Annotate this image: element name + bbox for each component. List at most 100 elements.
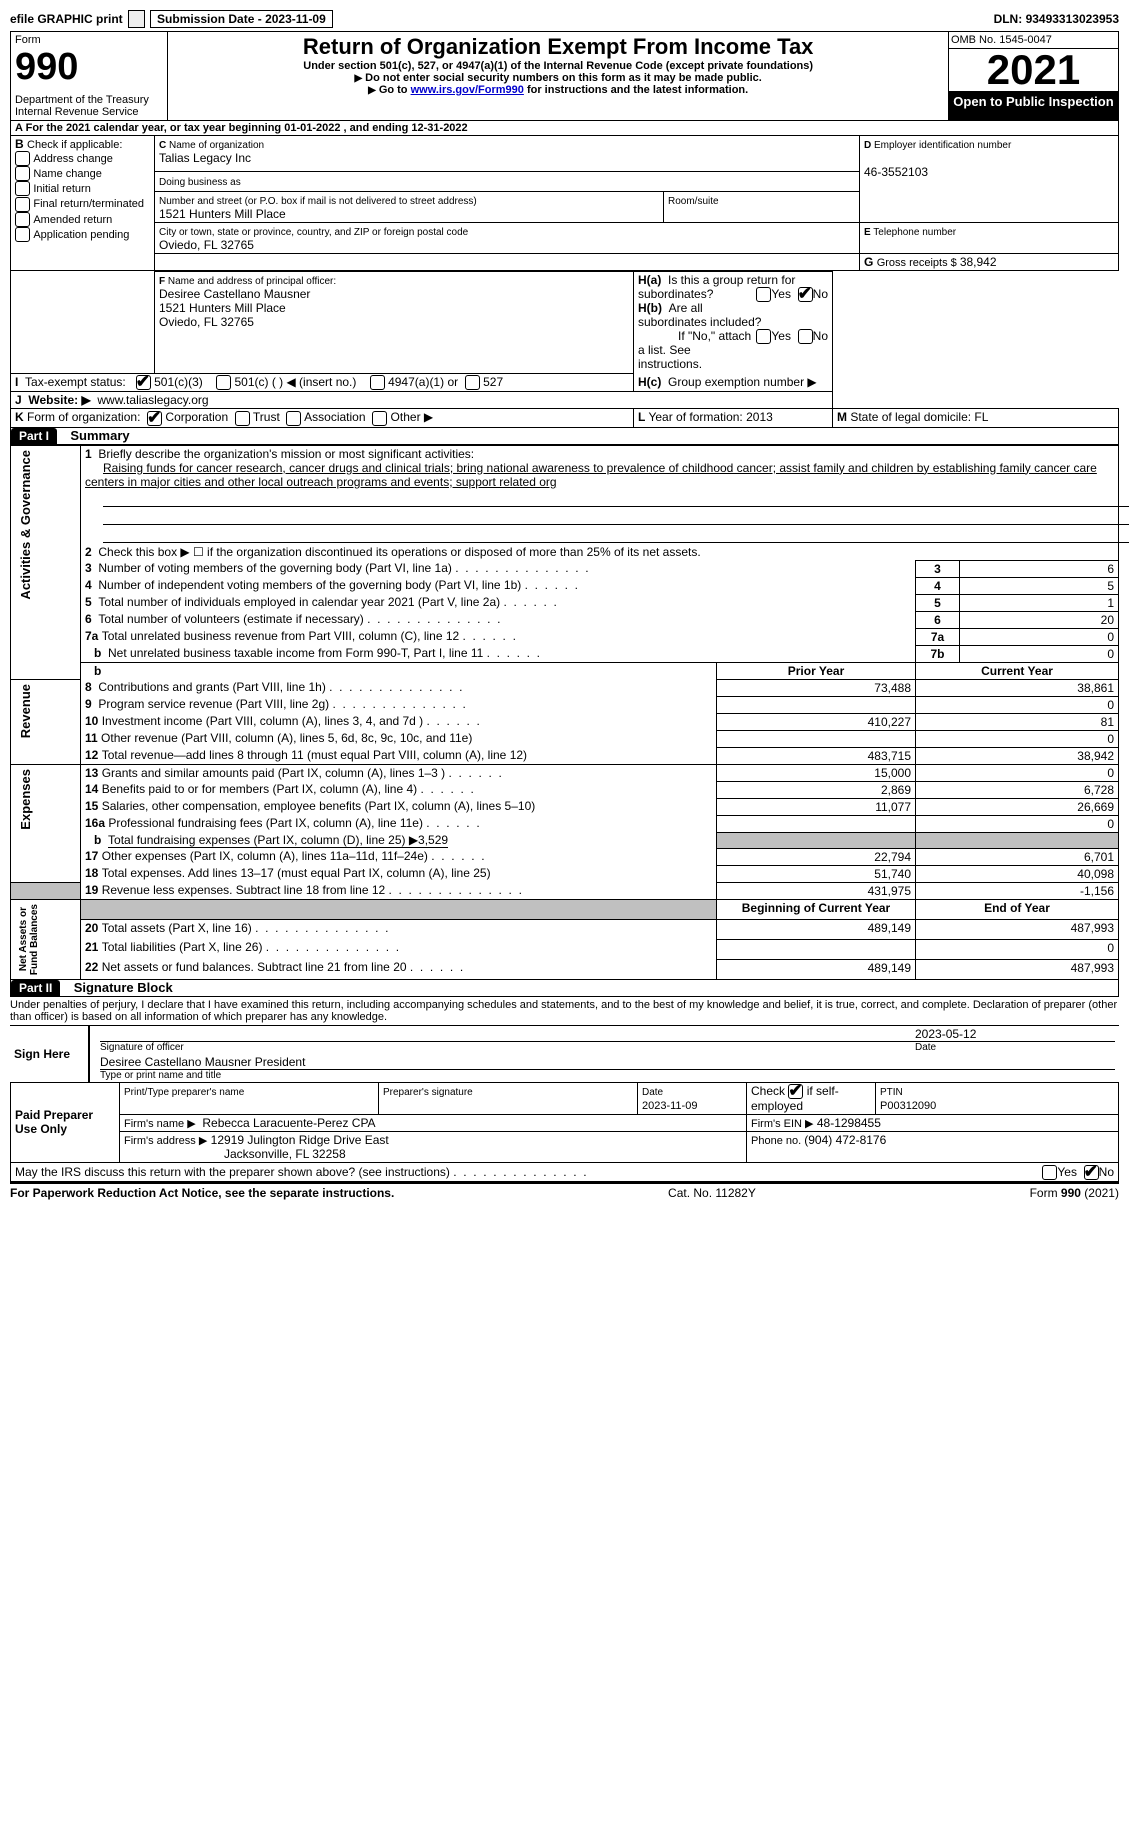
checkbox-other[interactable]: [372, 411, 387, 426]
m-text: State of legal domicile:: [850, 410, 974, 424]
checkbox-final[interactable]: [15, 197, 30, 212]
opt-4947: 4947(a)(1) or: [388, 375, 458, 389]
dept-treasury: Department of the Treasury Internal Reve…: [11, 92, 168, 121]
form-number: 990: [15, 46, 78, 88]
label-hb: H(b): [638, 301, 662, 315]
a-mid: , and ending: [341, 122, 412, 134]
dln: DLN: 93493313023953: [994, 12, 1119, 26]
checkbox-pending[interactable]: [15, 227, 30, 242]
k-text: Form of organization:: [27, 410, 140, 424]
checkbox-assoc[interactable]: [286, 411, 301, 426]
j-text: Website: ▶: [28, 393, 90, 407]
prep-name-label: Print/Type preparer's name: [124, 1087, 244, 1098]
cat-no: Cat. No. 11282Y: [668, 1186, 756, 1200]
receipts-label: Gross receipts $: [877, 257, 960, 269]
instr-goto-post: for instructions and the latest informat…: [524, 84, 748, 96]
checkbox-discuss-yes[interactable]: [1042, 1165, 1057, 1180]
checkbox-name-change[interactable]: [15, 166, 30, 181]
city-label: City or town, state or province, country…: [159, 227, 468, 238]
instr-nossn: Do not enter social security numbers on …: [365, 72, 762, 84]
checkbox-hb-yes[interactable]: [756, 329, 771, 344]
side-revenue: Revenue: [15, 681, 36, 741]
signature-table: Sign Here 2023-05-12 Signature of office…: [10, 1026, 1119, 1082]
mission-text: Raising funds for cancer research, cance…: [85, 461, 1097, 489]
checkbox-501c3[interactable]: [136, 375, 151, 390]
part-i-header: Part I Summary: [10, 428, 1119, 445]
sig-date-label: Date: [915, 1042, 1115, 1053]
submission-date: 2023-11-09: [265, 12, 326, 26]
firm-ein: 48-1298455: [817, 1116, 881, 1130]
firm-addr1: 12919 Julington Ridge Drive East: [211, 1133, 389, 1147]
checkbox-amended[interactable]: [15, 212, 30, 227]
opt-initial: Initial return: [33, 183, 90, 195]
firm-ein-label: Firm's EIN ▶: [751, 1118, 814, 1130]
room-label: Room/suite: [668, 196, 719, 207]
a-begin: 01-01-2022: [284, 122, 340, 134]
l-text: Year of formation:: [648, 410, 746, 424]
checkbox-trust[interactable]: [235, 411, 250, 426]
yes-label: Yes: [771, 287, 791, 301]
part-i-table: Activities & Governance 1 Briefly descri…: [10, 445, 1119, 980]
submission-label: Submission Date -: [157, 12, 265, 26]
officer-label: Name and address of principal officer:: [168, 276, 336, 287]
ag-row: 6 Total number of volunteers (estimate i…: [11, 611, 1119, 628]
self-emp: Check if self-employed: [751, 1084, 839, 1113]
line2-text: Check this box ▶ ☐ if the organization d…: [98, 545, 700, 559]
checkbox-hb-no[interactable]: [798, 329, 813, 344]
firm-phone: (904) 472-8176: [804, 1133, 886, 1147]
sign-here: Sign Here: [10, 1026, 89, 1082]
type-name-label: Type or print name and title: [100, 1070, 1115, 1081]
checkbox-ha-no[interactable]: [798, 287, 813, 302]
label-ha: H(a): [638, 273, 661, 287]
checkbox-527[interactable]: [465, 375, 480, 390]
ag-row: 4 Number of independent voting members o…: [11, 577, 1119, 594]
ptin-label: PTIN: [880, 1087, 903, 1098]
officer-name: Desiree Castellano Mausner: [159, 287, 310, 301]
irs-link[interactable]: www.irs.gov/Form990: [411, 84, 524, 96]
end-year-hdr: End of Year: [916, 899, 1119, 919]
c-name-label: Name of organization: [169, 140, 264, 151]
efile-label: efile GRAPHIC print: [10, 12, 123, 26]
opt-name: Name change: [33, 168, 102, 180]
no-label2: No: [813, 329, 828, 343]
paid-preparer-label: Paid Preparer Use Only: [11, 1082, 120, 1162]
graphic-print-button[interactable]: [128, 10, 145, 28]
checkbox-discuss-no[interactable]: [1084, 1165, 1099, 1180]
firm-phone-label: Phone no.: [751, 1135, 804, 1147]
a-end: 12-31-2022: [411, 122, 467, 134]
label-a: A: [15, 122, 23, 134]
b-check-label: Check if applicable:: [27, 139, 122, 151]
officer-block: F Name and address of principal officer:…: [10, 271, 1119, 428]
phone-label: Telephone number: [873, 227, 956, 238]
dln-value: 93493313023953: [1026, 12, 1119, 26]
checkbox-4947[interactable]: [370, 375, 385, 390]
opt-address: Address change: [33, 153, 113, 165]
checkbox-501c[interactable]: [216, 375, 231, 390]
discuss-text: May the IRS discuss this return with the…: [15, 1165, 587, 1179]
label-c: C: [159, 140, 166, 151]
checkbox-corp[interactable]: [147, 411, 162, 426]
side-activities: Activities & Governance: [15, 447, 36, 603]
ag-row: 5 Total number of individuals employed i…: [11, 594, 1119, 611]
street-label: Number and street (or P.O. box if mail i…: [159, 196, 477, 207]
ag-row: 7a Total unrelated business revenue from…: [11, 628, 1119, 645]
line-a: A For the 2021 calendar year, or tax yea…: [10, 121, 1119, 135]
part-ii-header: Part II Signature Block: [10, 980, 1119, 997]
website-value: www.taliaslegacy.org: [97, 393, 208, 407]
discuss-row: May the IRS discuss this return with the…: [10, 1163, 1119, 1182]
checkbox-self-employed[interactable]: [788, 1084, 803, 1099]
hb-note: If "No," attach a list. See instructions…: [638, 329, 751, 371]
form-word: Form: [15, 34, 163, 46]
opt-pending: Application pending: [33, 229, 129, 241]
checkbox-address-change[interactable]: [15, 151, 30, 166]
form-subtitle: Under section 501(c), 527, or 4947(a)(1)…: [172, 60, 944, 72]
sig-date-value: 2023-05-12: [915, 1027, 1115, 1042]
firm-name: Rebecca Laracuente-Perez CPA: [202, 1116, 375, 1130]
receipts-value: 38,942: [960, 255, 997, 269]
i-text: Tax-exempt status:: [25, 375, 126, 389]
side-net-assets: Net Assets or Fund Balances: [15, 901, 43, 978]
checkbox-ha-yes[interactable]: [756, 287, 771, 302]
opt-other: Other ▶: [391, 410, 434, 424]
checkbox-initial[interactable]: [15, 181, 30, 196]
firm-addr2: Jacksonville, FL 32258: [224, 1147, 346, 1161]
